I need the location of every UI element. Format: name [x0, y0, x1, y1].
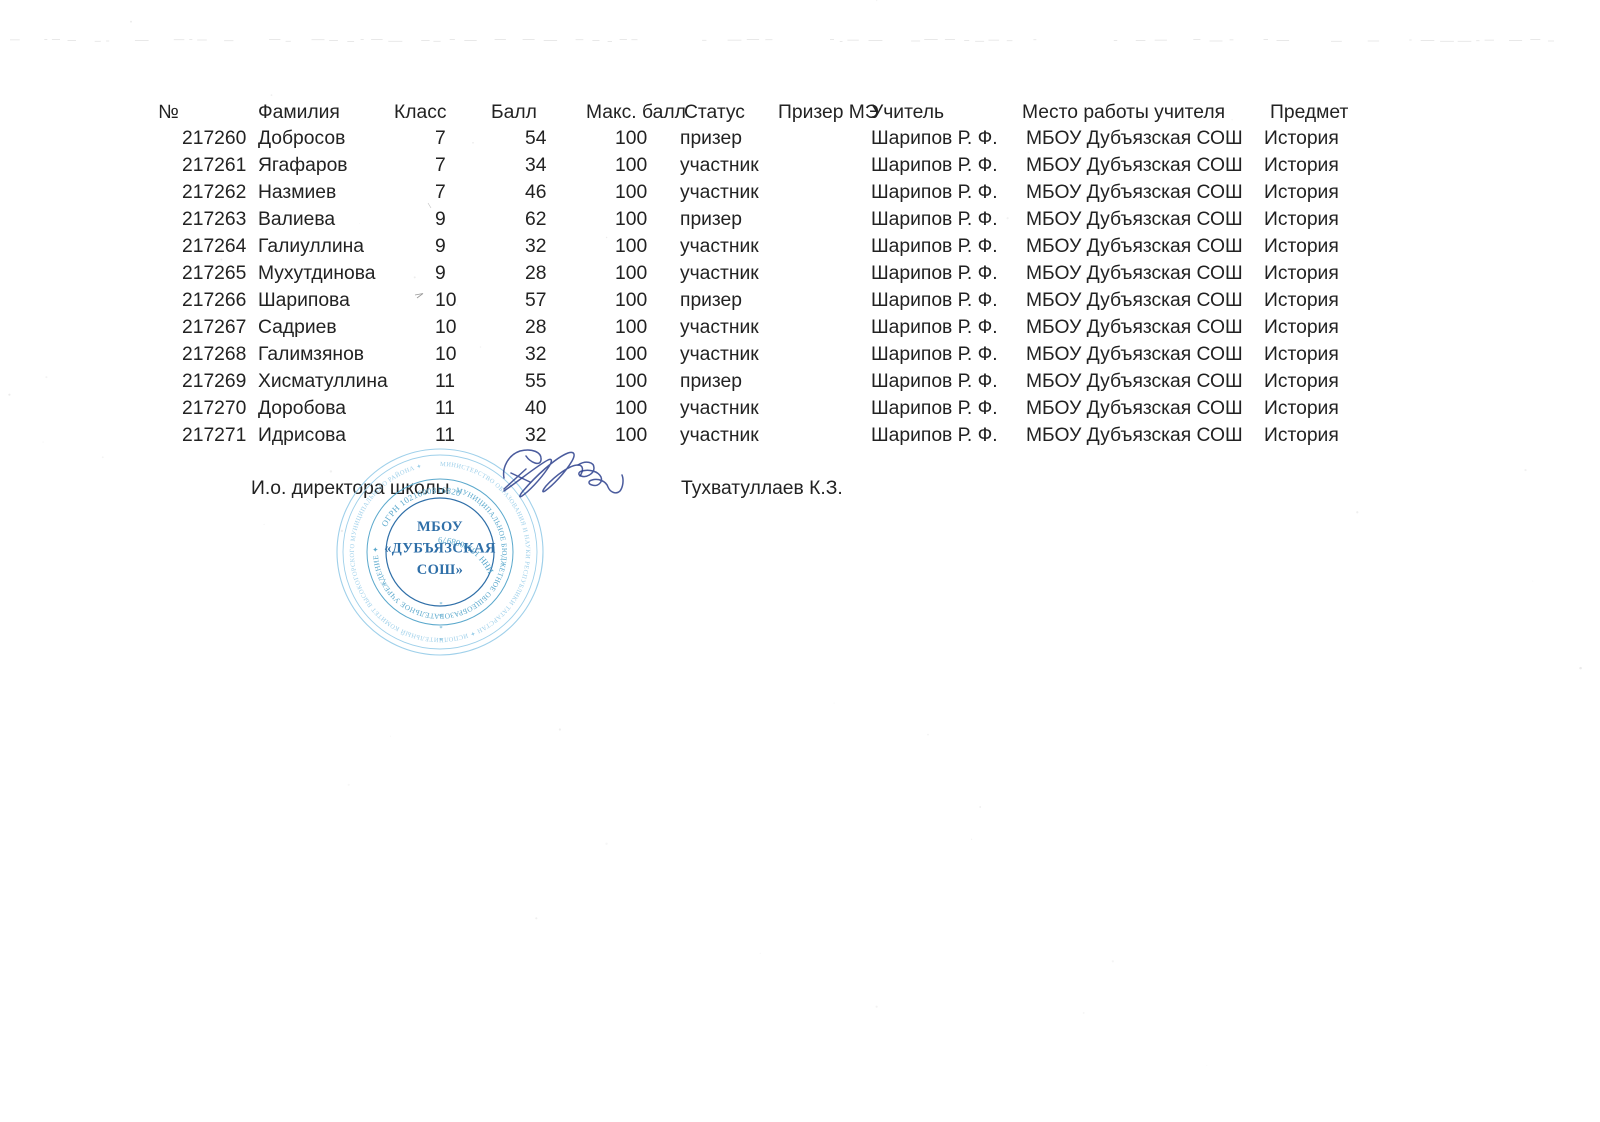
svg-text:СОШ»: СОШ» — [417, 562, 464, 578]
svg-text:*: * — [439, 637, 442, 644]
svg-text:МУНИЦИПАЛЬНОЕ БЮДЖЕТНОЕ ОБЩЕОБ: МУНИЦИПАЛЬНОЕ БЮДЖЕТНОЕ ОБЩЕОБРАЗОВАТЕЛЬ… — [371, 485, 509, 621]
svg-text:МБОУ: МБОУ — [417, 519, 463, 535]
svg-text:*: * — [439, 601, 442, 608]
svg-text:«ДУБЪЯЗСКАЯ: «ДУБЪЯЗСКАЯ — [384, 541, 496, 557]
svg-text:*: * — [439, 625, 442, 632]
svg-text:*: * — [439, 613, 442, 620]
svg-text:ИНН 1610008979: ИНН 1610008979 — [438, 535, 496, 575]
